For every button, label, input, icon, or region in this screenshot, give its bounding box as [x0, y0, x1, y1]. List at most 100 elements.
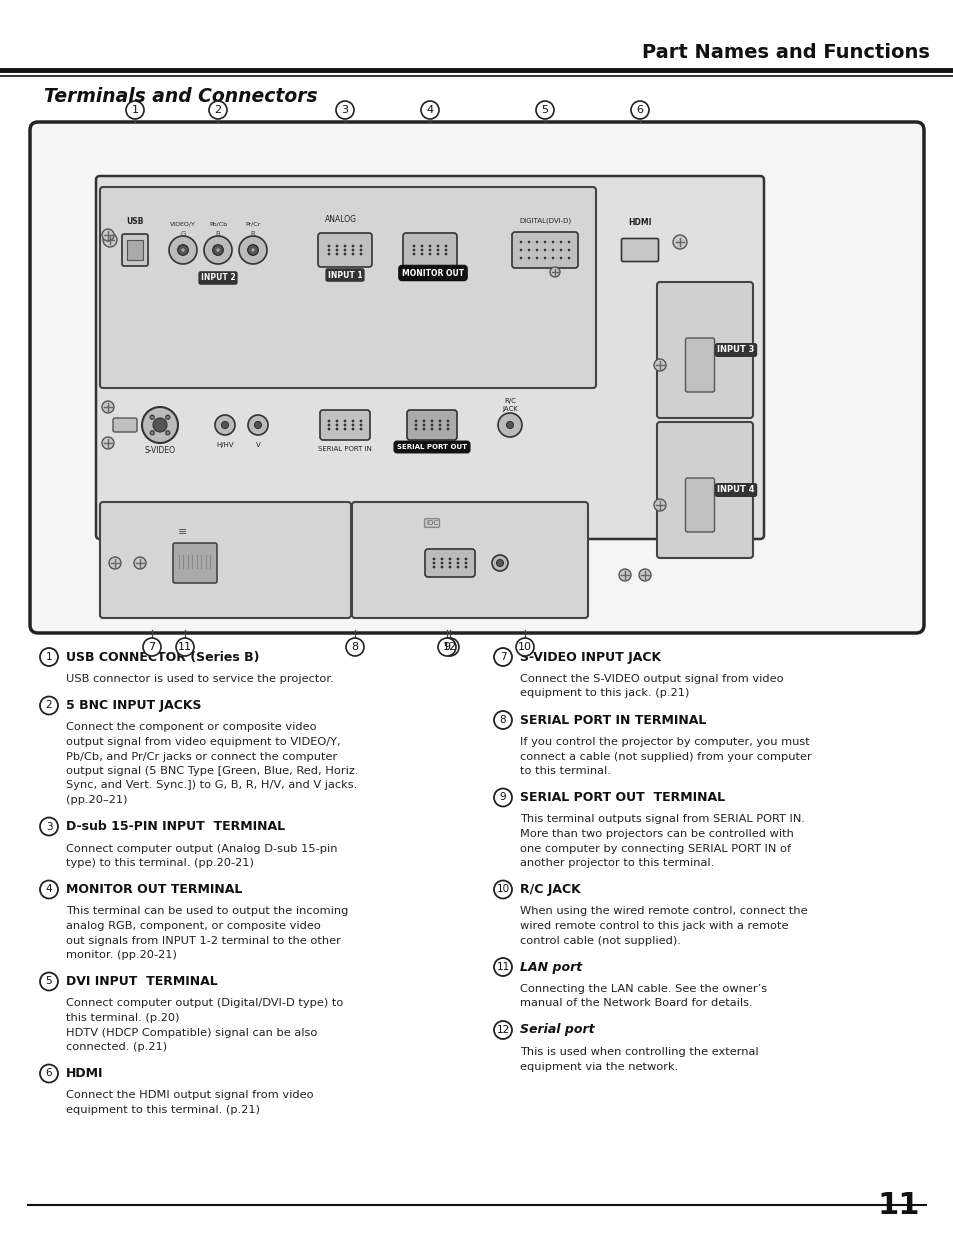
- Circle shape: [412, 245, 415, 247]
- Text: H/HV: H/HV: [216, 442, 233, 448]
- Circle shape: [216, 248, 219, 252]
- Circle shape: [352, 420, 354, 422]
- Circle shape: [437, 638, 456, 656]
- Text: More than two projectors can be controlled with: More than two projectors can be controll…: [519, 829, 793, 839]
- Circle shape: [527, 241, 530, 243]
- Circle shape: [352, 245, 354, 247]
- Text: This terminal outputs signal from SERIAL PORT IN.: This terminal outputs signal from SERIAL…: [519, 815, 804, 825]
- Text: JACK: JACK: [501, 406, 517, 412]
- Text: 11: 11: [496, 962, 509, 972]
- Text: Sync, and Vert. Sync.]) to G, B, R, H/V, and V jacks.: Sync, and Vert. Sync.]) to G, B, R, H/V,…: [66, 781, 356, 790]
- Circle shape: [251, 248, 254, 252]
- Circle shape: [103, 233, 117, 247]
- Circle shape: [494, 788, 512, 806]
- Circle shape: [420, 245, 423, 247]
- Circle shape: [519, 248, 521, 251]
- Text: equipment to this terminal. (p.21): equipment to this terminal. (p.21): [66, 1105, 260, 1115]
- Circle shape: [519, 241, 521, 243]
- Circle shape: [551, 241, 554, 243]
- Text: MONITOR OUT TERMINAL: MONITOR OUT TERMINAL: [66, 883, 242, 897]
- Circle shape: [239, 236, 267, 264]
- Circle shape: [327, 420, 330, 422]
- Text: USB: USB: [126, 217, 144, 226]
- Circle shape: [352, 427, 354, 431]
- Circle shape: [209, 101, 227, 119]
- Circle shape: [142, 408, 178, 443]
- Text: USB connector is used to service the projector.: USB connector is used to service the pro…: [66, 674, 334, 684]
- Text: When using the wired remote control, connect the: When using the wired remote control, con…: [519, 906, 807, 916]
- FancyBboxPatch shape: [402, 233, 456, 267]
- Circle shape: [527, 257, 530, 259]
- Text: 10: 10: [517, 642, 532, 652]
- Circle shape: [150, 431, 154, 435]
- Circle shape: [464, 557, 467, 561]
- Text: 1: 1: [46, 652, 52, 662]
- Text: 12: 12: [496, 1025, 509, 1035]
- Text: 6: 6: [46, 1068, 52, 1078]
- Circle shape: [327, 253, 330, 256]
- Text: INPUT 4: INPUT 4: [717, 485, 754, 494]
- Circle shape: [40, 1065, 58, 1083]
- Text: ANALOG: ANALOG: [325, 215, 356, 224]
- Circle shape: [335, 101, 354, 119]
- Circle shape: [536, 241, 537, 243]
- Circle shape: [456, 566, 459, 568]
- FancyBboxPatch shape: [122, 233, 148, 266]
- Circle shape: [567, 248, 570, 251]
- Circle shape: [335, 248, 338, 252]
- FancyBboxPatch shape: [100, 186, 596, 388]
- Circle shape: [422, 420, 425, 422]
- Circle shape: [40, 972, 58, 990]
- Circle shape: [213, 245, 223, 256]
- Text: LAN port: LAN port: [519, 961, 581, 973]
- Circle shape: [516, 638, 534, 656]
- Text: D-sub 15-PIN INPUT  TERMINAL: D-sub 15-PIN INPUT TERMINAL: [66, 820, 285, 832]
- Circle shape: [494, 1021, 512, 1039]
- Text: control cable (not supplied).: control cable (not supplied).: [519, 935, 680, 946]
- Text: S-VIDEO: S-VIDEO: [144, 446, 175, 454]
- Circle shape: [440, 566, 443, 568]
- Circle shape: [343, 245, 346, 247]
- Circle shape: [177, 245, 188, 256]
- Text: one computer by connecting SERIAL PORT IN of: one computer by connecting SERIAL PORT I…: [519, 844, 790, 853]
- Text: 6: 6: [636, 105, 643, 115]
- Circle shape: [494, 881, 512, 899]
- Text: Part Names and Functions: Part Names and Functions: [641, 43, 929, 63]
- Circle shape: [420, 101, 438, 119]
- FancyBboxPatch shape: [30, 122, 923, 634]
- Circle shape: [494, 958, 512, 976]
- Circle shape: [551, 257, 554, 259]
- Circle shape: [359, 424, 362, 426]
- Text: S-VIDEO INPUT JACK: S-VIDEO INPUT JACK: [519, 651, 660, 663]
- Circle shape: [448, 557, 451, 561]
- Circle shape: [432, 566, 435, 568]
- Circle shape: [327, 424, 330, 426]
- Circle shape: [444, 253, 447, 256]
- Circle shape: [415, 424, 417, 426]
- Text: connected. (p.21): connected. (p.21): [66, 1042, 167, 1052]
- Text: equipment via the network.: equipment via the network.: [519, 1062, 678, 1072]
- Circle shape: [559, 248, 561, 251]
- Circle shape: [359, 245, 362, 247]
- Circle shape: [221, 421, 229, 429]
- Text: IOC: IOC: [425, 520, 437, 526]
- Circle shape: [456, 557, 459, 561]
- Text: Pb/Cb: Pb/Cb: [209, 221, 227, 226]
- FancyBboxPatch shape: [172, 543, 216, 583]
- Circle shape: [494, 711, 512, 729]
- Circle shape: [415, 427, 417, 431]
- Circle shape: [440, 562, 443, 564]
- Circle shape: [335, 427, 338, 431]
- Circle shape: [40, 818, 58, 836]
- Text: manual of the Network Board for details.: manual of the Network Board for details.: [519, 999, 752, 1009]
- Circle shape: [446, 420, 449, 422]
- FancyBboxPatch shape: [112, 417, 137, 432]
- FancyBboxPatch shape: [96, 177, 763, 538]
- Circle shape: [40, 648, 58, 666]
- Circle shape: [254, 421, 261, 429]
- Circle shape: [204, 236, 232, 264]
- Circle shape: [420, 248, 423, 252]
- Text: 7: 7: [499, 652, 506, 662]
- Circle shape: [436, 245, 439, 247]
- Text: this terminal. (p.20): this terminal. (p.20): [66, 1013, 179, 1023]
